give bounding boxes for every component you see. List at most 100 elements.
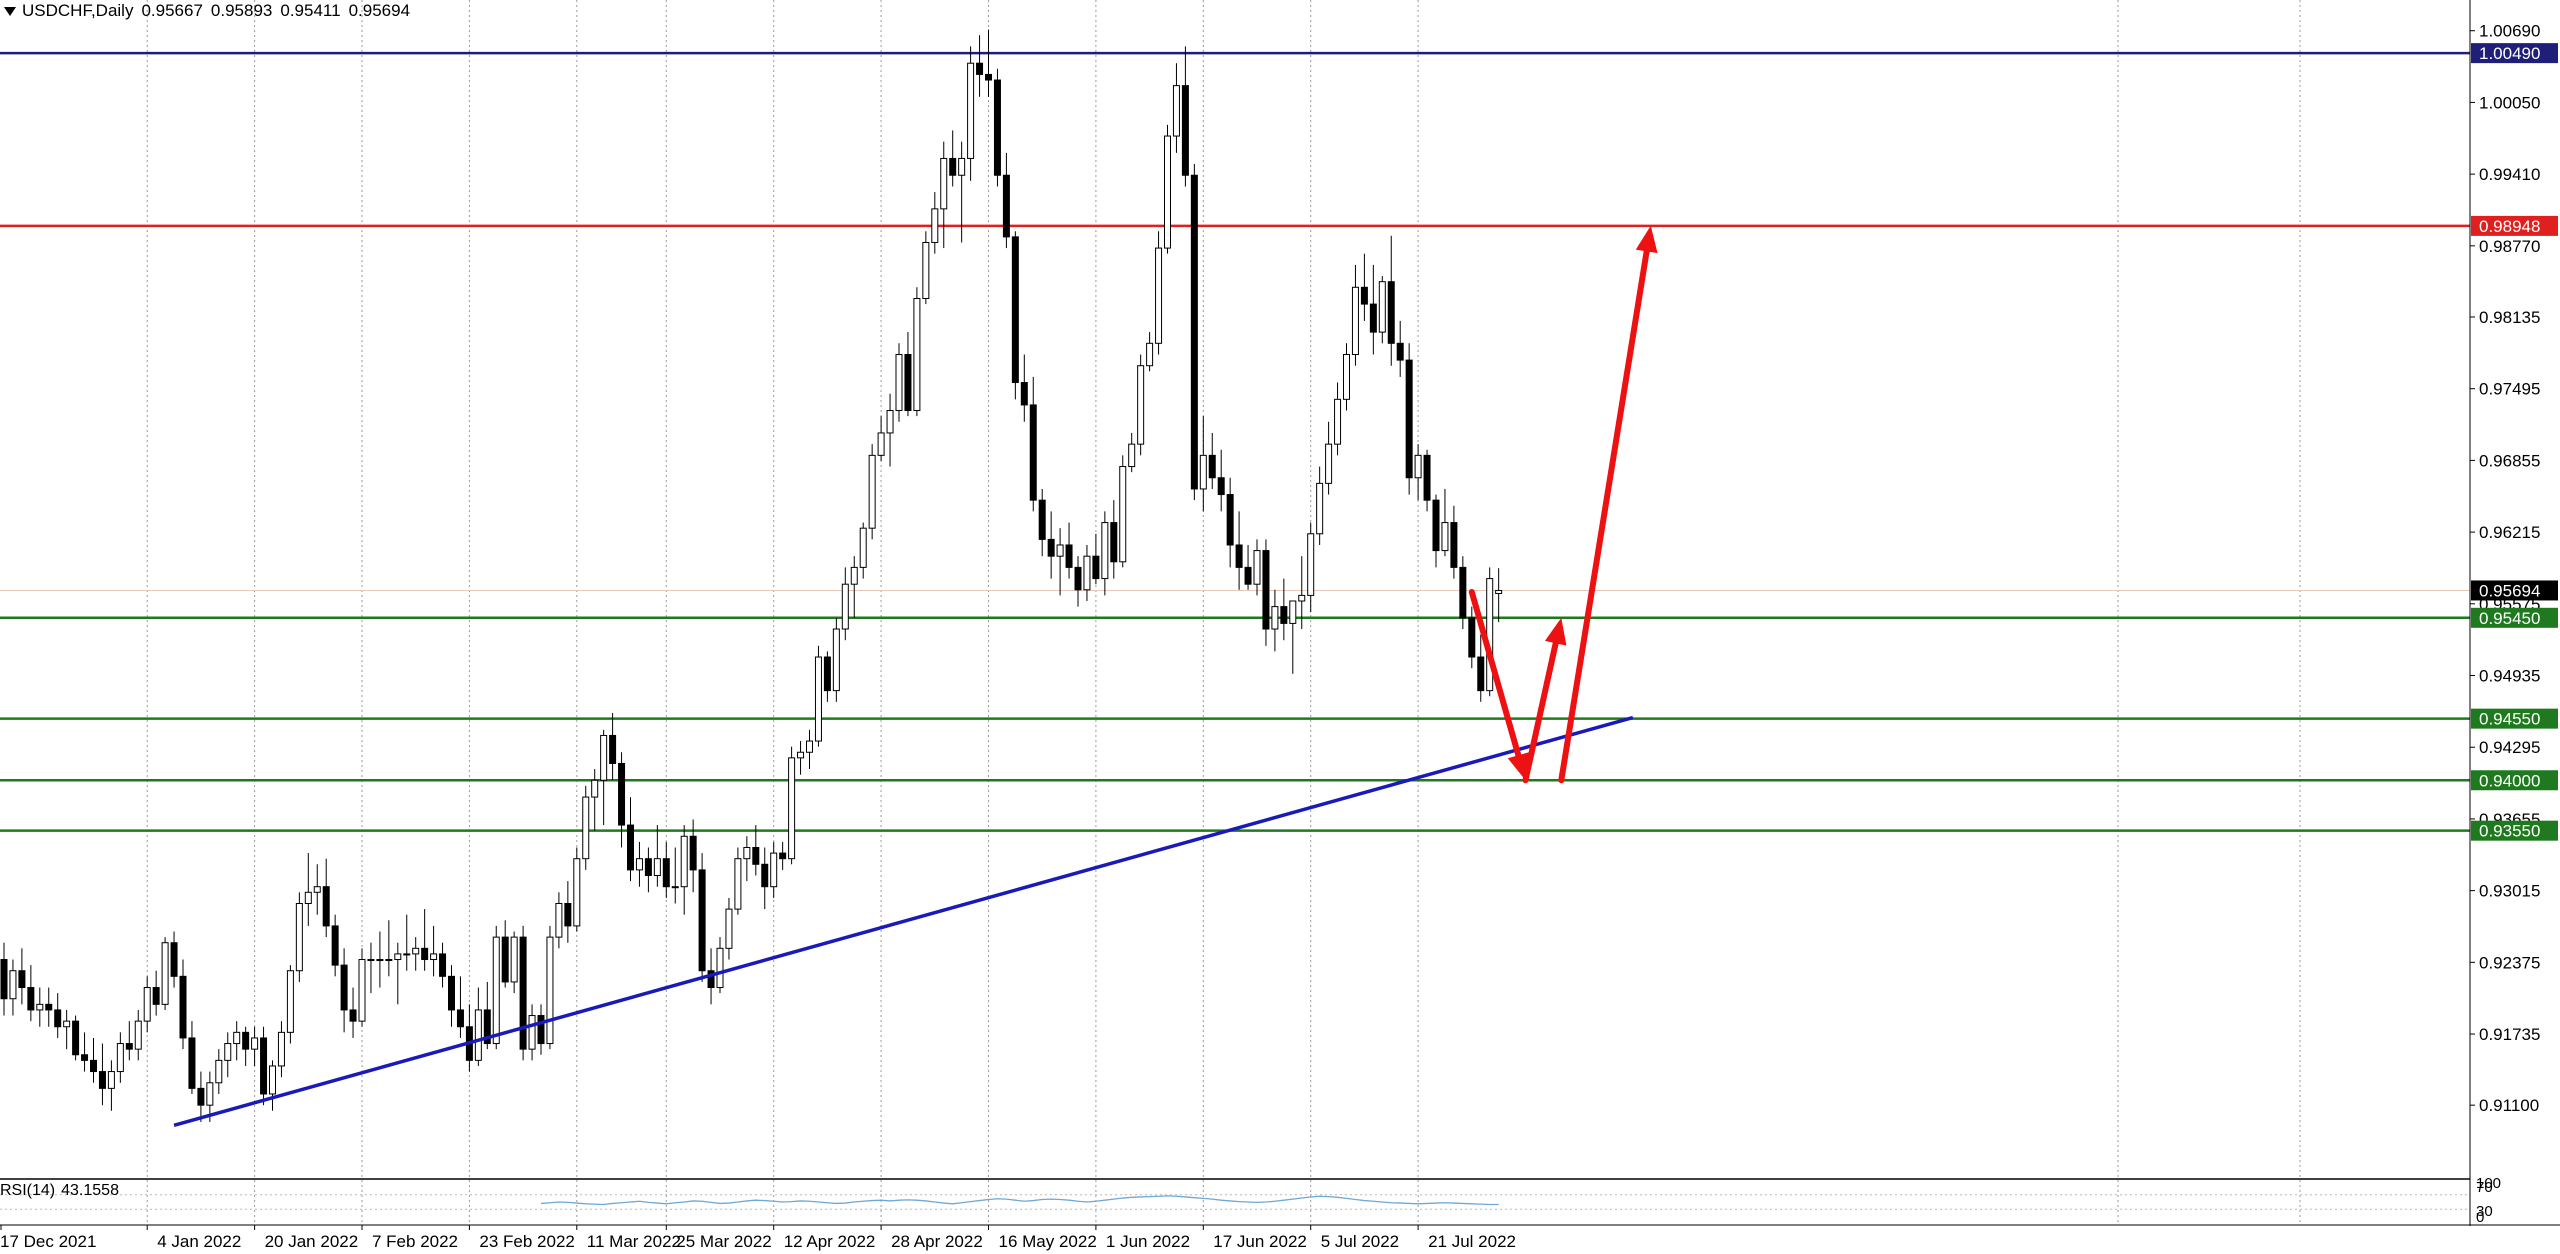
candle [976, 35, 984, 97]
candle-body [367, 959, 375, 962]
candle [152, 970, 160, 1016]
price-tag-text: 0.95694 [2479, 581, 2540, 600]
candle [36, 987, 44, 1027]
time-label: 20 Jan 2022 [265, 1232, 359, 1251]
projection-arrow [1522, 617, 1567, 784]
time-label: 1 Jun 2022 [1106, 1232, 1190, 1251]
candle-body [224, 1043, 232, 1061]
candle [931, 192, 939, 254]
candle [618, 752, 626, 848]
candle [1414, 444, 1422, 501]
candle-body [967, 62, 975, 159]
candle-body [600, 734, 608, 781]
candle-body [707, 970, 715, 989]
tick-label: 0.92375 [2479, 953, 2540, 972]
candle-body [671, 886, 679, 889]
candle [1343, 343, 1350, 411]
candle-body [1155, 247, 1163, 344]
candle [125, 1021, 133, 1061]
price-axis: 1.00690 1.00050 0.99410 0.98770 0.98135 0.974… [2469, 0, 2560, 1254]
candle-body [1164, 135, 1171, 249]
candle [1289, 600, 1297, 674]
price-tag-box [2471, 708, 2558, 729]
collapse-triangle-icon[interactable] [4, 6, 16, 16]
candle-body [474, 1009, 482, 1061]
tick-label: 0.96855 [2479, 451, 2540, 470]
candle [582, 785, 590, 870]
candle-body [958, 157, 966, 176]
candle [859, 522, 867, 579]
candle-body [519, 936, 527, 1050]
level-price-tag: 1.00490 [2471, 43, 2558, 64]
candle [197, 1071, 205, 1122]
candle-body [1083, 555, 1091, 591]
candle-body [582, 796, 590, 860]
candle [412, 937, 420, 971]
candle [779, 841, 787, 870]
rsi-value: 43.1558 [61, 1182, 119, 1199]
candle-body [689, 835, 697, 871]
candle [1244, 544, 1252, 590]
candle [474, 987, 482, 1066]
candle-body [940, 157, 948, 210]
candle-body [483, 1009, 491, 1045]
candle-body [179, 975, 187, 1039]
candle-body [349, 1009, 357, 1022]
tick-label: 0.97495 [2479, 380, 2540, 399]
candle-body [662, 858, 670, 888]
candle-body [985, 73, 992, 81]
candle-body [251, 1037, 259, 1050]
candle-body [976, 62, 984, 75]
candle [609, 713, 617, 781]
candle [1298, 556, 1306, 630]
candle-body [868, 454, 876, 529]
candle [886, 393, 894, 467]
candle [116, 1032, 124, 1083]
candle [519, 925, 527, 1061]
candle-body [1074, 566, 1082, 591]
candle [358, 948, 366, 1027]
candle-body [313, 886, 321, 893]
candle-body [1298, 594, 1306, 602]
time-label: 25 Mar 2022 [676, 1232, 771, 1251]
candle-body [439, 953, 447, 977]
arrow-head [1635, 225, 1658, 254]
candle [1011, 231, 1019, 400]
rsi-name: RSI(14) [0, 1182, 56, 1199]
candle [635, 841, 643, 887]
vertical-grid [146, 0, 2301, 1224]
candle-body [286, 970, 294, 1033]
candle [430, 925, 438, 977]
candle-body [573, 858, 581, 927]
candle-body [832, 628, 840, 692]
tick-label: 0.93015 [2479, 882, 2540, 901]
candle [788, 746, 796, 865]
candle [922, 231, 930, 305]
candle [877, 416, 885, 461]
candle [456, 976, 464, 1038]
candle [18, 948, 26, 1005]
candle-body [1262, 550, 1270, 630]
candle [0, 942, 8, 1016]
candle-body [358, 959, 366, 1022]
rsi-scale-label: 70 [2476, 1179, 2493, 1196]
candle [1432, 494, 1440, 568]
candle-body [1065, 544, 1073, 568]
candle-body [1459, 566, 1467, 619]
price-tag-text: 0.94000 [2479, 771, 2540, 790]
candle-body [1343, 354, 1350, 400]
candle-body [134, 1020, 142, 1050]
candle [1307, 522, 1315, 613]
level-price-tag: 0.98948 [2471, 215, 2558, 236]
symbol-timeframe: USDCHF,Daily [22, 1, 134, 20]
candle [1217, 449, 1225, 512]
candle [340, 948, 348, 1033]
candle [27, 965, 35, 1022]
candle [662, 841, 670, 898]
candle [1423, 449, 1431, 512]
candle-body [1280, 606, 1288, 624]
candle-body [886, 410, 894, 434]
candle [967, 46, 975, 181]
